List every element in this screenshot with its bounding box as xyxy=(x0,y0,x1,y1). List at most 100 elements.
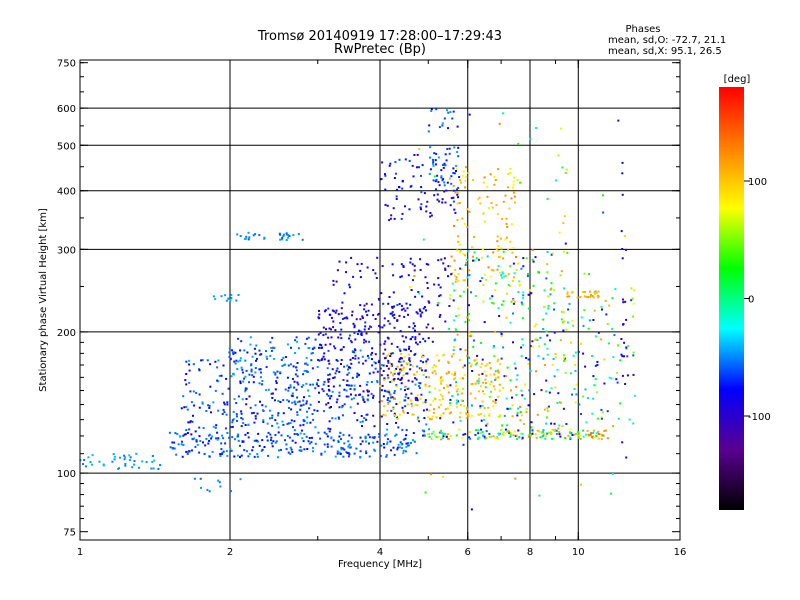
data-point xyxy=(406,307,409,310)
data-point xyxy=(373,437,376,440)
data-point xyxy=(180,407,183,410)
data-point xyxy=(496,235,499,238)
data-point xyxy=(542,357,545,360)
data-point xyxy=(485,437,488,440)
data-point xyxy=(221,434,224,437)
data-point xyxy=(356,402,359,405)
data-point xyxy=(297,347,300,350)
data-point xyxy=(449,204,452,207)
data-point xyxy=(151,455,154,457)
data-point xyxy=(570,341,572,344)
data-point xyxy=(511,279,514,282)
data-point xyxy=(420,367,423,370)
data-point xyxy=(400,308,403,311)
data-point xyxy=(357,361,360,364)
data-point xyxy=(376,380,379,382)
data-point xyxy=(621,248,624,250)
data-point xyxy=(387,353,389,356)
data-point xyxy=(503,414,506,417)
data-point xyxy=(502,272,505,275)
data-point xyxy=(226,454,229,457)
data-point xyxy=(353,388,356,391)
data-point xyxy=(519,419,522,422)
data-point xyxy=(337,336,340,339)
data-point xyxy=(188,421,191,424)
data-point xyxy=(430,418,433,421)
data-point xyxy=(403,399,406,402)
data-point xyxy=(320,344,323,347)
data-point xyxy=(509,285,511,288)
data-point xyxy=(428,409,431,412)
data-point xyxy=(497,432,500,435)
data-point xyxy=(244,375,247,378)
data-point xyxy=(302,440,305,443)
data-point xyxy=(291,395,294,398)
data-point xyxy=(447,127,449,130)
data-point xyxy=(450,273,453,276)
data-point xyxy=(556,368,559,371)
data-point xyxy=(478,436,481,439)
data-point xyxy=(570,432,573,435)
data-point xyxy=(527,307,530,310)
data-point xyxy=(583,309,586,312)
data-point xyxy=(449,384,452,387)
data-point xyxy=(296,411,299,414)
data-point xyxy=(368,442,370,445)
data-point xyxy=(362,399,365,402)
data-point xyxy=(113,455,116,458)
data-point xyxy=(340,438,342,441)
data-point xyxy=(326,393,329,396)
data-point xyxy=(565,328,568,331)
data-point xyxy=(602,194,604,197)
data-point xyxy=(459,377,462,380)
data-point xyxy=(414,397,417,400)
data-point xyxy=(330,395,333,398)
data-point xyxy=(608,304,611,307)
data-point xyxy=(515,268,518,271)
data-point xyxy=(362,390,365,393)
data-point xyxy=(534,256,537,259)
data-point xyxy=(494,378,496,381)
data-point xyxy=(600,305,603,308)
data-point xyxy=(256,453,259,456)
data-point xyxy=(421,311,424,314)
data-point xyxy=(347,395,350,398)
data-point xyxy=(466,406,469,409)
data-point xyxy=(461,399,464,402)
data-point xyxy=(442,178,445,181)
data-point xyxy=(406,388,409,390)
data-point xyxy=(498,315,501,317)
data-point xyxy=(593,291,596,294)
data-point xyxy=(193,477,196,480)
data-point xyxy=(603,382,606,385)
data-point xyxy=(182,444,185,447)
data-point xyxy=(494,399,497,401)
data-point xyxy=(291,392,294,395)
data-point xyxy=(388,164,391,167)
data-point xyxy=(275,440,278,443)
data-point xyxy=(183,433,186,436)
data-point xyxy=(377,331,380,334)
data-point xyxy=(464,349,467,352)
data-point xyxy=(461,174,464,177)
data-point xyxy=(474,382,477,385)
data-point xyxy=(546,263,549,266)
data-point xyxy=(452,189,455,192)
data-point xyxy=(386,374,389,377)
data-point xyxy=(419,206,422,209)
data-point xyxy=(415,341,417,344)
data-point xyxy=(391,314,394,317)
data-point xyxy=(281,236,284,239)
data-point xyxy=(327,380,330,383)
data-point xyxy=(329,397,331,400)
data-point xyxy=(437,181,440,183)
data-point xyxy=(184,433,187,436)
data-point xyxy=(294,403,297,406)
data-point xyxy=(376,370,379,373)
data-point xyxy=(253,455,256,458)
data-point xyxy=(467,313,470,316)
data-point xyxy=(555,179,558,182)
data-point xyxy=(405,442,408,445)
data-point xyxy=(306,416,309,419)
data-point xyxy=(572,354,575,357)
